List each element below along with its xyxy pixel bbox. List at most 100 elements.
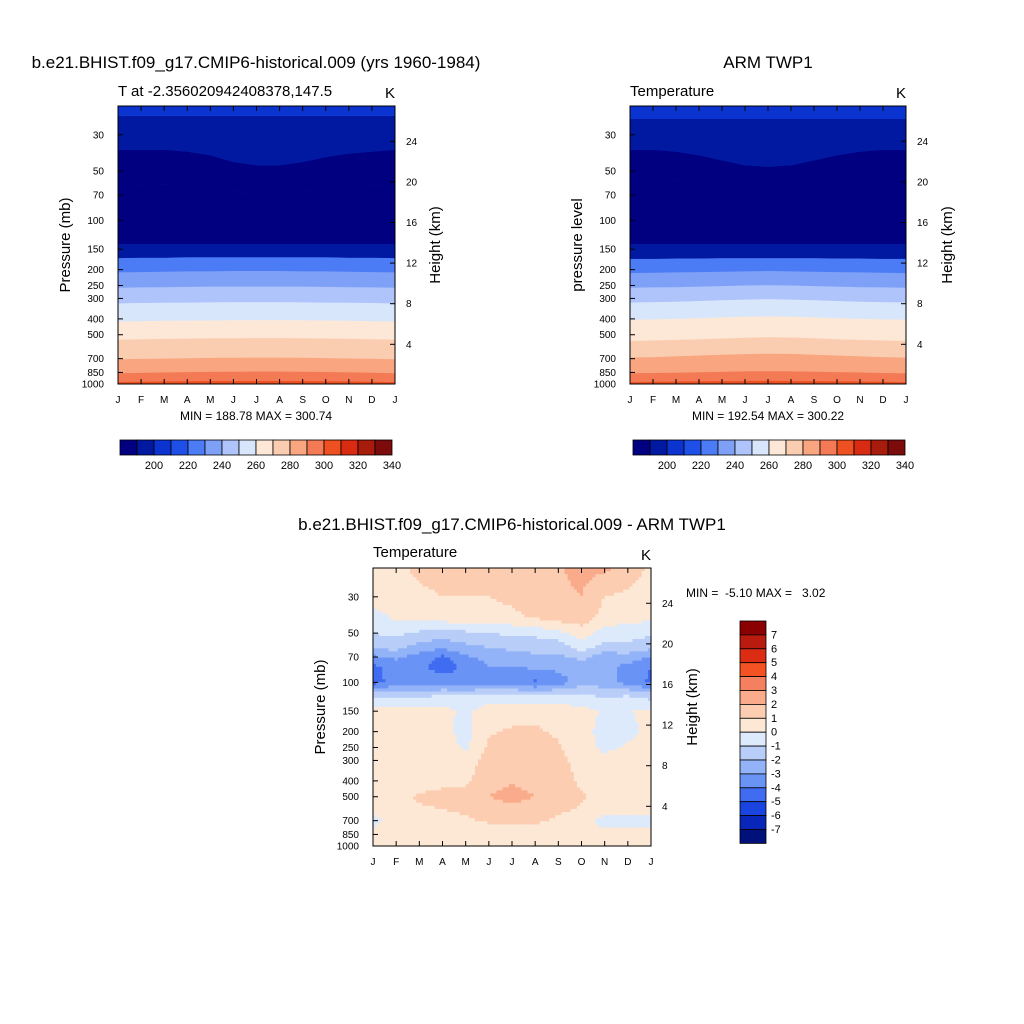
contour-cell xyxy=(620,614,624,619)
contour-cell xyxy=(459,676,464,680)
contour-cell xyxy=(530,660,535,665)
contour-cell xyxy=(481,697,485,702)
contour-cell xyxy=(613,676,618,680)
contour-cell xyxy=(468,608,473,612)
contour-cell xyxy=(450,617,454,622)
contour-cell xyxy=(564,691,569,696)
contour-cell xyxy=(481,707,485,711)
contour-cell xyxy=(527,691,532,696)
contour-cell xyxy=(561,605,566,609)
contour-cell xyxy=(400,676,405,680)
contour-cell xyxy=(518,697,522,702)
contour-cell xyxy=(592,620,596,625)
contour-cell xyxy=(471,673,476,677)
panel2-units-label: K xyxy=(896,85,906,102)
contour-cell xyxy=(524,614,529,619)
contour-cell xyxy=(434,632,439,637)
contour-cell xyxy=(379,608,383,612)
contour-cell xyxy=(570,654,575,659)
contour-cell xyxy=(444,589,448,594)
contour-cell xyxy=(444,648,448,652)
contour-cell xyxy=(583,601,587,606)
contour-cell xyxy=(527,623,532,628)
contour-cell xyxy=(592,669,596,674)
contour-cell xyxy=(487,605,491,609)
contour-cell xyxy=(564,614,569,619)
contour-cell xyxy=(394,703,399,708)
contour-cell xyxy=(539,725,544,730)
contour-cell xyxy=(598,642,603,646)
contour-cell xyxy=(471,639,476,643)
contour-cell xyxy=(555,586,559,591)
contour-cell xyxy=(385,657,390,662)
contour-cell xyxy=(623,703,627,708)
contour-cell xyxy=(545,601,550,606)
contour-cell xyxy=(459,679,464,683)
contour-cell xyxy=(385,707,390,711)
contour-cell xyxy=(610,571,615,575)
contour-cell xyxy=(632,632,637,637)
contour-cell xyxy=(373,663,377,668)
contour-cell xyxy=(413,682,417,686)
contour-cell xyxy=(447,635,451,640)
contour-cell xyxy=(499,614,504,619)
contour-cell xyxy=(444,608,448,612)
contour-cell xyxy=(400,728,405,733)
contour-cell xyxy=(533,601,538,606)
contour-cell xyxy=(589,719,593,724)
contour-cell xyxy=(604,611,609,615)
contour-cell xyxy=(561,583,566,588)
contour-cell xyxy=(579,608,584,612)
contour-cell xyxy=(456,716,461,720)
contour-cell xyxy=(425,601,430,606)
contour-cell xyxy=(573,697,578,702)
contour-cell xyxy=(505,645,510,649)
contour-cell xyxy=(382,611,386,615)
contour-cell xyxy=(431,605,436,609)
contour-cell xyxy=(607,660,612,665)
contour-cell xyxy=(512,577,516,581)
contour-cell xyxy=(539,651,544,656)
contour-cell xyxy=(490,657,495,662)
contour-cell xyxy=(465,663,470,668)
contour-cell xyxy=(601,651,606,656)
contour-cell xyxy=(567,608,572,612)
contour-cell xyxy=(416,685,420,690)
contour-cell xyxy=(613,703,618,708)
contour-cell xyxy=(410,595,414,600)
contour-cell xyxy=(555,722,559,727)
contour-cell xyxy=(610,713,615,717)
contour-cell xyxy=(508,669,513,674)
contour-cell xyxy=(394,682,399,686)
contour-cell xyxy=(388,642,393,646)
contour-cell xyxy=(561,620,566,625)
contour-cell xyxy=(397,688,402,693)
contour-cell xyxy=(474,685,479,690)
contour-cell xyxy=(601,669,606,674)
contour-cell xyxy=(527,568,532,572)
contour-cell xyxy=(586,691,590,696)
contour-cell xyxy=(400,685,405,690)
contour-cell xyxy=(425,666,430,671)
contour-cell xyxy=(626,694,630,699)
contour-cell xyxy=(638,673,643,677)
contour-cell xyxy=(444,707,448,711)
contour-cell xyxy=(428,626,433,631)
contour-cell xyxy=(586,725,590,730)
contour-cell xyxy=(576,623,581,628)
contour-cell xyxy=(567,707,572,711)
contour-cell xyxy=(490,648,495,652)
contour-cell xyxy=(512,663,516,668)
contour-cell xyxy=(518,598,522,603)
contour-cell xyxy=(512,574,516,578)
contour-cell xyxy=(388,691,393,696)
contour-cell xyxy=(632,673,637,677)
contour-cell xyxy=(644,679,649,683)
y-tick-label: 150 xyxy=(87,245,104,256)
contour-cell xyxy=(413,629,417,634)
contour-cell xyxy=(431,657,436,662)
contour-cell xyxy=(539,676,544,680)
contour-cell xyxy=(431,580,436,585)
contour-cell xyxy=(527,595,532,600)
contour-cell xyxy=(468,669,473,674)
